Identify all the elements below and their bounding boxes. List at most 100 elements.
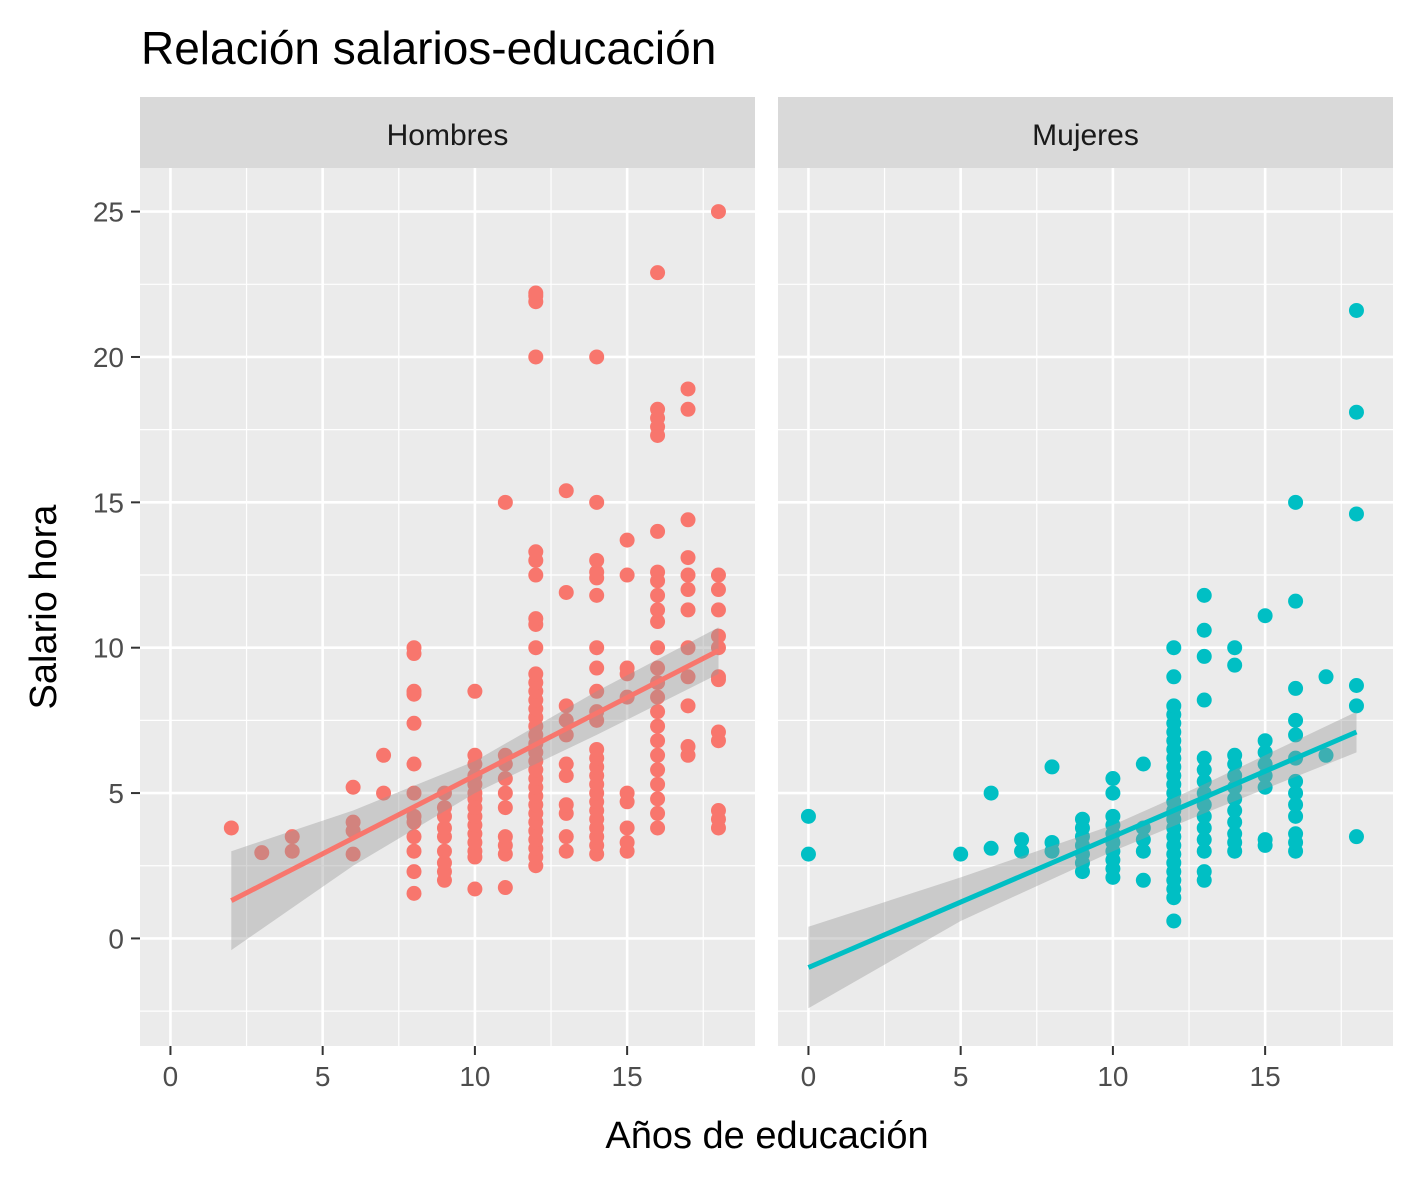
data-point: [528, 611, 544, 627]
data-point: [528, 285, 544, 301]
data-point: [1044, 759, 1060, 775]
facet-panel-0: Hombres 0 5 10 15 0 5 10 15 20 25: [93, 97, 755, 1092]
data-point: [710, 803, 726, 819]
data-point: [1288, 494, 1304, 510]
data-point: [1227, 657, 1243, 673]
data-point: [710, 724, 726, 740]
confidence-band: [808, 711, 1357, 1009]
data-point: [589, 640, 605, 656]
data-point: [345, 846, 361, 862]
data-point: [1227, 814, 1243, 830]
data-point: [680, 640, 696, 656]
data-point: [376, 785, 392, 801]
data-point: [650, 805, 666, 821]
data-point: [1166, 698, 1182, 714]
x-tick-label: 10: [459, 1061, 490, 1092]
data-point: [619, 532, 635, 548]
data-point: [619, 834, 635, 850]
data-point: [1227, 791, 1243, 807]
data-point: [1105, 785, 1121, 801]
regression-line: [807, 729, 1358, 970]
data-point: [650, 265, 666, 281]
data-point: [406, 785, 422, 801]
data-point: [1196, 648, 1212, 664]
facet-strip: [778, 97, 1393, 168]
data-point: [1348, 677, 1364, 693]
data-point: [1105, 771, 1121, 787]
data-point: [1166, 669, 1182, 685]
data-point: [558, 843, 574, 859]
data-point: [1227, 747, 1243, 763]
data-point: [1196, 692, 1212, 708]
data-point: [650, 820, 666, 836]
data-point: [436, 800, 452, 816]
data-point: [1196, 762, 1212, 778]
data-point: [650, 614, 666, 630]
data-point: [680, 381, 696, 397]
data-point: [558, 483, 574, 499]
data-point: [558, 584, 574, 600]
data-point: [345, 814, 361, 830]
data-point: [1196, 843, 1212, 859]
data-point: [680, 550, 696, 566]
data-point: [680, 582, 696, 598]
data-point: [650, 733, 666, 749]
data-point: [1135, 756, 1151, 772]
data-point: [1257, 744, 1273, 760]
data-point: [680, 739, 696, 755]
data-point: [650, 602, 666, 618]
data-point: [406, 756, 422, 772]
data-point: [528, 640, 544, 656]
data-point: [528, 567, 544, 583]
data-point: [436, 843, 452, 859]
facet-strip-label: Hombres: [387, 119, 509, 152]
data-point: [1196, 750, 1212, 766]
data-point: [467, 683, 483, 699]
data-point: [528, 666, 544, 682]
data-point: [1196, 864, 1212, 880]
data-point: [1288, 593, 1304, 609]
data-point: [284, 843, 300, 859]
data-point: [1288, 712, 1304, 728]
data-point: [406, 683, 422, 699]
x-tick-label: 5: [953, 1061, 969, 1092]
data-point: [1288, 680, 1304, 696]
data-point: [650, 689, 666, 705]
x-tick-label: 15: [612, 1061, 643, 1092]
confidence-band: [231, 627, 719, 951]
data-point: [406, 829, 422, 845]
x-tick-label: 5: [315, 1061, 331, 1092]
data-point: [1257, 608, 1273, 624]
data-point: [983, 785, 999, 801]
data-point: [1288, 773, 1304, 789]
facet-strip-label: Mujeres: [1032, 119, 1139, 152]
data-point: [467, 881, 483, 897]
data-point: [589, 660, 605, 676]
data-point: [1196, 832, 1212, 848]
data-point: [953, 846, 969, 862]
data-point: [589, 564, 605, 580]
data-point: [1196, 820, 1212, 836]
data-point: [406, 640, 422, 656]
data-point: [800, 808, 816, 824]
data-point: [558, 756, 574, 772]
data-point: [558, 768, 574, 784]
data-point: [223, 820, 239, 836]
data-point: [650, 564, 666, 580]
data-point: [1257, 832, 1273, 848]
data-point: [1196, 622, 1212, 638]
data-point: [1135, 843, 1151, 859]
data-point: [497, 829, 513, 845]
data-point: [650, 523, 666, 539]
data-point: [436, 820, 452, 836]
data-point: [406, 808, 422, 824]
data-point: [406, 885, 422, 901]
data-point: [589, 494, 605, 510]
data-point: [406, 715, 422, 731]
data-point: [650, 762, 666, 778]
chart-title: Relación salarios-educación: [141, 22, 716, 74]
data-point: [1135, 832, 1151, 848]
x-tick-label: 0: [801, 1061, 817, 1092]
data-point: [983, 840, 999, 856]
